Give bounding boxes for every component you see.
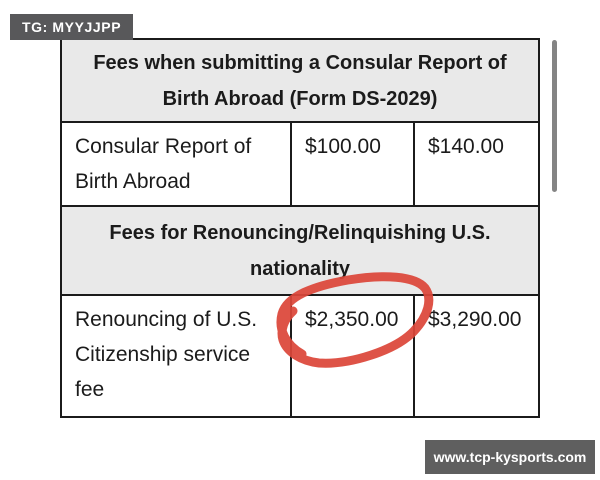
fee-cell: $3,290.00 (413, 296, 538, 416)
table-section-header-crba: Fees when submitting a Consular Report o… (62, 40, 538, 121)
fee-cell-highlighted: $2,350.00 (290, 296, 413, 416)
fees-table: Fees when submitting a Consular Report o… (60, 38, 540, 418)
service-name-cell: Renouncing of U.S. Citizenship service f… (62, 296, 290, 416)
table-row: Renouncing of U.S. Citizenship service f… (62, 294, 538, 416)
website-watermark: www.tcp-kysports.com (425, 440, 595, 474)
scrollbar-thumb[interactable] (552, 40, 557, 192)
fee-cell: $140.00 (413, 123, 538, 205)
fee-cell: $100.00 (290, 123, 413, 205)
telegram-handle-badge: TG: MYYJJPP (10, 14, 134, 40)
table-row: Consular Report of Birth Abroad $100.00 … (62, 121, 538, 205)
table-section-header-renunciation: Fees for Renouncing/Relinquishing U.S. n… (62, 205, 538, 294)
service-name-cell: Consular Report of Birth Abroad (62, 123, 290, 205)
